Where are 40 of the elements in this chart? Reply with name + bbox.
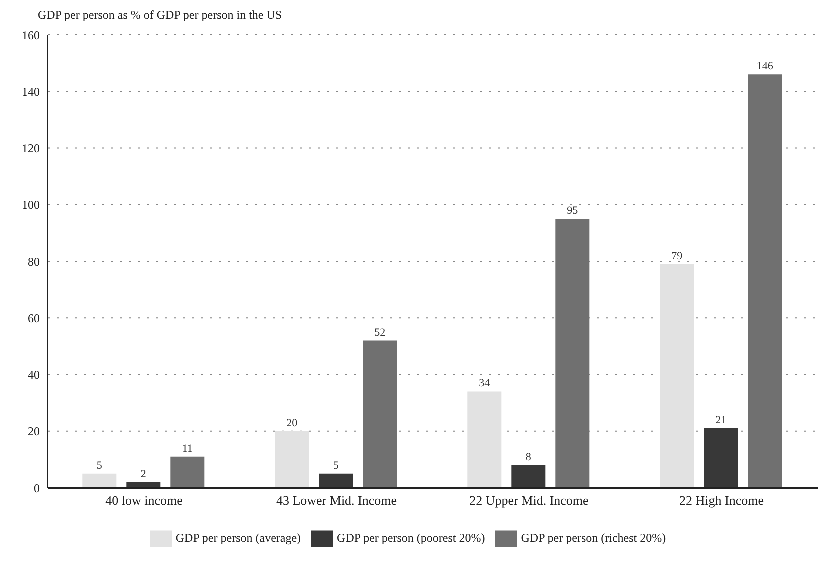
y-tick-label: 60 <box>28 311 40 326</box>
data-label: 5 <box>333 460 340 472</box>
bar <box>748 74 782 488</box>
bar <box>556 219 590 488</box>
legend-label: GDP per person (poorest 20%) <box>337 530 486 545</box>
data-label: 11 <box>182 442 193 455</box>
bar <box>319 474 354 488</box>
legend-label: GDP per person (richest 20%) <box>521 530 666 545</box>
data-label: 95 <box>567 205 579 218</box>
bar <box>275 431 310 488</box>
data-label: 21 <box>716 414 727 427</box>
y-tick-label: 20 <box>28 424 40 439</box>
y-tick-label: 160 <box>22 28 40 42</box>
bar <box>660 264 694 488</box>
data-label: 79 <box>672 250 684 262</box>
bar <box>82 474 117 488</box>
y-tick-label: 0 <box>34 481 40 496</box>
y-tick-label: 80 <box>28 254 40 269</box>
x-tick-label: 43 Lower Mid. Income <box>276 493 398 508</box>
x-tick-label: 40 low income <box>106 493 184 508</box>
bar <box>512 465 546 488</box>
data-label: 8 <box>526 451 532 464</box>
data-label: 5 <box>96 460 103 472</box>
bar <box>170 456 205 488</box>
chart-title: GDP per person as % of GDP per person in the US <box>38 8 284 23</box>
legend-label: GDP per person (average) <box>176 530 302 545</box>
y-tick-label: 40 <box>28 368 40 382</box>
x-tick-label: 22 Upper Mid. Income <box>470 493 590 508</box>
x-tick-label: 22 High Income <box>680 493 764 508</box>
bar <box>363 340 398 488</box>
data-label: 146 <box>756 60 774 73</box>
bar <box>704 428 738 488</box>
y-tick-label: 140 <box>22 84 40 99</box>
data-label: 2 <box>140 468 146 480</box>
y-tick-label: 120 <box>22 142 40 156</box>
y-tick-label: 100 <box>22 198 40 212</box>
data-label: 52 <box>374 326 386 339</box>
bar <box>468 392 502 488</box>
data-label: 20 <box>286 417 298 430</box>
data-label: 34 <box>479 378 491 390</box>
